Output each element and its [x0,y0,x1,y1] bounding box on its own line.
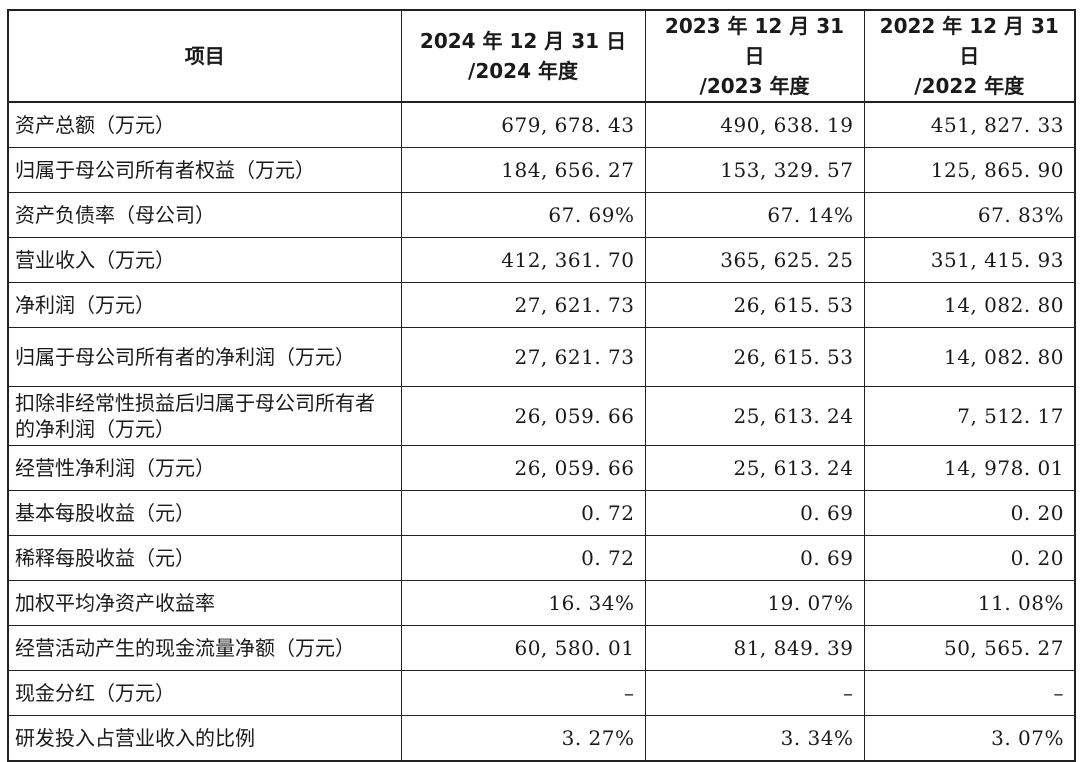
table-row: 扣除非经常性损益后归属于母公司所有者的净利润（万元） 26, 059. 66 2… [7,386,1076,446]
row-label: 加权平均净资产收益率 [7,580,402,626]
cell-2023: 490, 638. 19 [644,101,865,148]
table-row: 归属于母公司所有者的净利润（万元） 27, 621. 73 26, 615. 5… [7,327,1076,387]
table-row: 稀释每股收益（元） 0. 72 0. 69 0. 20 [7,535,1076,581]
header-row: 项目 2024 年 12 月 31 日/2024 年度 2023 年 12 月 … [7,9,1076,103]
table-row: 研发投入占营业收入的比例 3. 27% 3. 34% 3. 07% [7,715,1076,762]
table-row: 资产负债率（母公司） 67. 69% 67. 14% 67. 83% [7,192,1076,238]
row-label: 归属于母公司所有者的净利润（万元） [7,327,402,387]
row-label: 现金分红（万元） [7,670,402,716]
cell-2023: 19. 07% [644,580,865,626]
cell-2023: 81, 849. 39 [644,625,865,671]
cell-2024: 26, 059. 66 [400,445,646,491]
header-item-label: 项目 [184,44,225,68]
cell-2024: 679, 678. 43 [400,101,646,148]
row-label: 稀释每股收益（元） [7,535,402,581]
header-2023-year: /2023 年度 [699,74,810,98]
cell-2022: 14, 082. 80 [863,282,1076,328]
cell-2023: 25, 613. 24 [644,445,865,491]
cell-2022: 125, 865. 90 [863,147,1076,193]
table-row: 经营性净利润（万元） 26, 059. 66 25, 613. 24 14, 9… [7,445,1076,491]
row-label: 经营活动产生的现金流量净额（万元） [7,625,402,671]
cell-2022: – [863,670,1076,716]
cell-2023: 0. 69 [644,535,865,581]
cell-2022: 50, 565. 27 [863,625,1076,671]
cell-2024: 26, 059. 66 [400,386,646,446]
cell-2024: 16. 34% [400,580,646,626]
cell-2023: 153, 329. 57 [644,147,865,193]
table-row: 净利润（万元） 27, 621. 73 26, 615. 53 14, 082.… [7,282,1076,328]
header-2024-year: /2024 年度 [468,59,578,83]
cell-2023: 25, 613. 24 [644,386,865,446]
row-label: 归属于母公司所有者权益（万元） [7,147,402,193]
table-row: 加权平均净资产收益率 16. 34% 19. 07% 11. 08% [7,580,1076,626]
header-item: 项目 [7,9,402,103]
cell-2024: 27, 621. 73 [400,327,646,387]
financial-summary: 项目 2024 年 12 月 31 日/2024 年度 2023 年 12 月 … [7,9,1076,762]
cell-2023: 0. 69 [644,490,865,536]
cell-2023: – [644,670,865,716]
row-label: 基本每股收益（元） [7,490,402,536]
header-2023: 2023 年 12 月 31 日/2023 年度 [644,9,865,103]
cell-2024: 60, 580. 01 [400,625,646,671]
table-row: 经营活动产生的现金流量净额（万元） 60, 580. 01 81, 849. 3… [7,625,1076,671]
cell-2022: 0. 20 [863,490,1076,536]
cell-2022: 14, 978. 01 [863,445,1076,491]
row-label: 研发投入占营业收入的比例 [7,715,402,762]
cell-2022: 3. 07% [863,715,1076,762]
header-2024: 2024 年 12 月 31 日/2024 年度 [400,9,646,103]
cell-2024: 27, 621. 73 [400,282,646,328]
table-body: 资产总额（万元） 679, 678. 43 490, 638. 19 451, … [7,101,1076,762]
cell-2022: 14, 082. 80 [863,327,1076,387]
cell-2023: 3. 34% [644,715,865,762]
row-label: 经营性净利润（万元） [7,445,402,491]
cell-2022: 351, 415. 93 [863,237,1076,283]
financial-table: 项目 2024 年 12 月 31 日/2024 年度 2023 年 12 月 … [7,9,1076,762]
table-row: 资产总额（万元） 679, 678. 43 490, 638. 19 451, … [7,101,1076,148]
cell-2022: 7, 512. 17 [863,386,1076,446]
row-label: 资产负债率（母公司） [7,192,402,238]
cell-2024: 412, 361. 70 [400,237,646,283]
header-2022-year: /2022 年度 [914,74,1025,98]
row-label: 营业收入（万元） [7,237,402,283]
cell-2023: 26, 615. 53 [644,327,865,387]
cell-2023: 26, 615. 53 [644,282,865,328]
cell-2022: 11. 08% [863,580,1076,626]
row-label: 扣除非经常性损益后归属于母公司所有者的净利润（万元） [7,386,402,446]
row-label: 净利润（万元） [7,282,402,328]
cell-2022: 451, 827. 33 [863,101,1076,148]
table-row: 现金分红（万元） – – – [7,670,1076,716]
table-header: 项目 2024 年 12 月 31 日/2024 年度 2023 年 12 月 … [7,9,1076,103]
cell-2024: 3. 27% [400,715,646,762]
table-row: 基本每股收益（元） 0. 72 0. 69 0. 20 [7,490,1076,536]
cell-2022: 67. 83% [863,192,1076,238]
table-row: 营业收入（万元） 412, 361. 70 365, 625. 25 351, … [7,237,1076,283]
cell-2024: 67. 69% [400,192,646,238]
cell-2024: 184, 656. 27 [400,147,646,193]
cell-2024: – [400,670,646,716]
header-2022-date: 2022 年 12 月 31 日 [879,14,1059,68]
cell-2024: 0. 72 [400,535,646,581]
header-2023-date: 2023 年 12 月 31 日 [664,14,845,68]
row-label: 资产总额（万元） [7,101,402,148]
cell-2024: 0. 72 [400,490,646,536]
cell-2022: 0. 20 [863,535,1076,581]
cell-2023: 365, 625. 25 [644,237,865,283]
header-2022: 2022 年 12 月 31 日/2022 年度 [863,9,1076,103]
cell-2023: 67. 14% [644,192,865,238]
table-row: 归属于母公司所有者权益（万元） 184, 656. 27 153, 329. 5… [7,147,1076,193]
header-2024-date: 2024 年 12 月 31 日 [419,29,627,53]
